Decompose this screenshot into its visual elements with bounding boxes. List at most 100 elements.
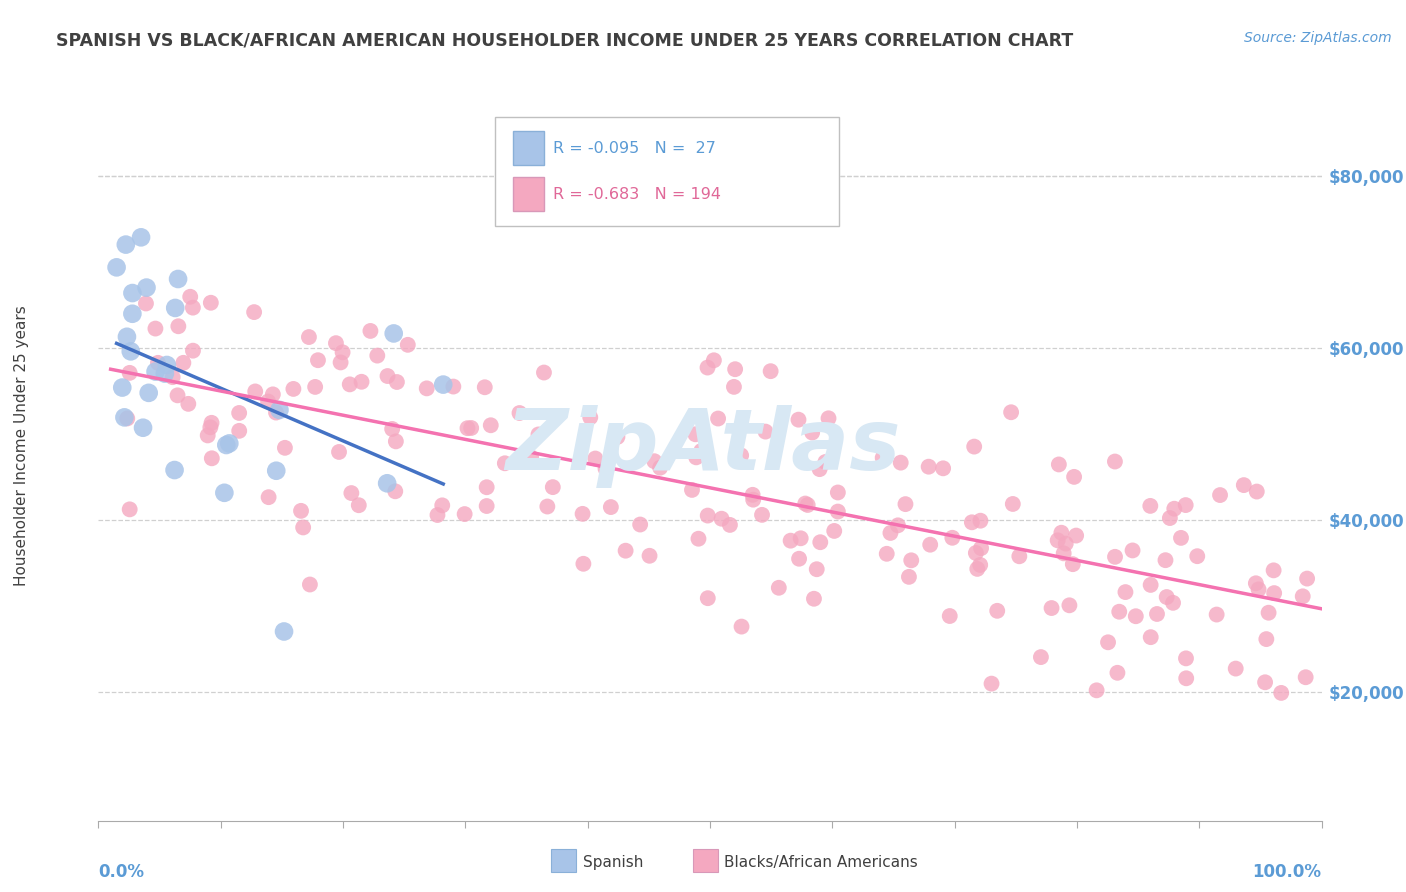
Point (1040, 601, 1063, 615)
Point (685, 450, 707, 465)
Text: SPANISH VS BLACK/AFRICAN AMERICAN HOUSEHOLDER INCOME UNDER 25 YEARS CORRELATION : SPANISH VS BLACK/AFRICAN AMERICAN HOUSEH… (56, 31, 1074, 49)
Point (1263, 586, 1285, 600)
Point (827, 505, 849, 519)
Point (167, 272, 190, 286)
Point (1139, 578, 1161, 592)
Point (1170, 531, 1192, 545)
Point (980, 676, 1002, 690)
Point (1163, 501, 1185, 516)
Point (111, 380, 134, 394)
Point (218, 436, 240, 450)
Point (456, 421, 478, 435)
Point (328, 445, 350, 459)
Point (1146, 607, 1168, 621)
Point (900, 553, 922, 567)
Point (787, 551, 810, 566)
Point (1047, 458, 1070, 472)
Point (257, 394, 280, 409)
Point (681, 483, 703, 497)
Point (1139, 630, 1161, 644)
Point (145, 365, 167, 379)
Point (156, 358, 179, 372)
Point (1254, 675, 1277, 690)
Point (359, 324, 381, 338)
Point (245, 384, 267, 399)
Point (696, 360, 718, 375)
Point (264, 464, 287, 478)
Point (1292, 590, 1315, 604)
Text: Blacks/African Americans: Blacks/African Americans (724, 855, 918, 870)
Point (696, 508, 718, 523)
Point (298, 330, 321, 344)
Point (304, 380, 326, 394)
Point (329, 355, 352, 369)
Point (1270, 686, 1292, 700)
Point (215, 438, 238, 452)
Point (298, 577, 321, 591)
Point (1114, 585, 1136, 599)
Point (595, 461, 617, 475)
Point (325, 336, 347, 351)
Point (121, 307, 143, 321)
Point (475, 480, 498, 494)
Point (966, 562, 988, 576)
Point (1029, 650, 1052, 665)
Point (520, 450, 543, 465)
Point (172, 356, 194, 370)
Text: R = -0.683   N = 194: R = -0.683 N = 194 (553, 186, 721, 202)
Point (742, 492, 765, 507)
Point (794, 497, 817, 511)
Point (381, 422, 404, 436)
Point (724, 362, 747, 376)
Point (177, 397, 200, 411)
Point (628, 517, 651, 532)
Point (166, 388, 188, 402)
Point (479, 418, 502, 433)
Point (808, 535, 831, 549)
Point (1062, 557, 1084, 571)
Point (118, 366, 141, 380)
Point (787, 412, 810, 426)
Point (494, 456, 516, 470)
Point (606, 430, 628, 444)
Point (385, 434, 408, 449)
Point (129, 230, 152, 244)
Point (941, 531, 963, 545)
Point (475, 499, 498, 513)
Point (200, 416, 222, 430)
Text: Source: ZipAtlas.com: Source: ZipAtlas.com (1244, 31, 1392, 45)
Point (536, 500, 558, 514)
Point (214, 485, 236, 500)
Point (273, 624, 295, 639)
Point (385, 375, 408, 389)
Point (890, 456, 912, 470)
Point (583, 451, 606, 466)
Point (1000, 405, 1022, 419)
Point (730, 619, 752, 633)
Point (789, 531, 811, 545)
Point (1085, 683, 1108, 698)
Point (384, 484, 406, 499)
Point (1244, 576, 1267, 591)
Point (796, 498, 818, 512)
Point (527, 427, 550, 442)
Point (135, 280, 157, 294)
Point (1097, 635, 1119, 649)
Point (1001, 497, 1024, 511)
Point (1187, 549, 1209, 564)
Point (986, 604, 1008, 618)
Point (347, 498, 370, 512)
Point (508, 406, 530, 420)
Point (283, 382, 305, 396)
Point (350, 375, 373, 389)
Point (290, 504, 312, 518)
Point (579, 410, 602, 425)
Text: Spanish: Spanish (583, 855, 644, 870)
Point (432, 499, 454, 513)
Point (643, 454, 665, 468)
Point (228, 424, 250, 438)
Point (768, 581, 790, 595)
Point (181, 343, 204, 358)
Point (920, 538, 942, 552)
Point (759, 364, 782, 378)
